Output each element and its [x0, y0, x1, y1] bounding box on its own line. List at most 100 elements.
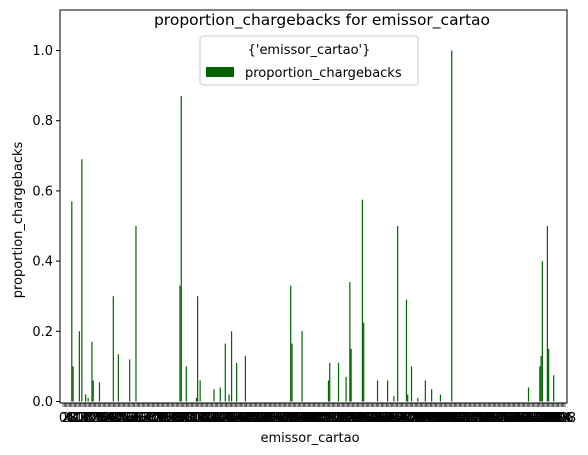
x-tick-label: 220 — [327, 411, 352, 426]
x-tick-label: 354 — [496, 411, 521, 426]
x-tick-label: 116 — [197, 411, 222, 426]
x-tick-label: 82 — [158, 411, 175, 426]
x-tick-label: 314 — [446, 411, 471, 426]
x-tick-label: 344 — [483, 411, 508, 426]
x-tick-label: 264 — [383, 411, 408, 426]
bar — [301, 331, 303, 402]
x-tick-label: 56 — [125, 411, 142, 426]
y-axis-label: proportion_chargebacks — [11, 141, 26, 298]
bar — [327, 380, 330, 402]
x-tick-label: 284 — [408, 411, 433, 426]
bar — [397, 226, 399, 402]
x-tick-label: 260 — [378, 411, 403, 426]
x-tick-label: 166 — [259, 411, 284, 426]
x-tick-label: 222 — [330, 411, 355, 426]
x-tick-label: 320 — [453, 411, 478, 426]
x-tick-label: 140 — [227, 411, 252, 426]
x-tick-label: 366 — [511, 411, 536, 426]
bar — [337, 362, 340, 402]
bar — [197, 296, 199, 402]
bar — [92, 380, 94, 402]
x-tick-label: 266 — [385, 411, 410, 426]
x-tick-label: 348 — [488, 411, 513, 426]
x-tick-label: 232 — [342, 411, 367, 426]
bar — [112, 296, 114, 402]
x-tick-label: 80 — [155, 411, 172, 426]
bar — [539, 366, 541, 402]
bar — [548, 348, 550, 402]
x-tick-label: 158 — [249, 411, 274, 426]
bar — [393, 396, 395, 402]
x-tick-label: 54 — [123, 411, 140, 426]
x-tick-label: 228 — [337, 411, 362, 426]
x-tick-label: 10 — [67, 411, 84, 426]
x-tick-label: 154 — [244, 411, 269, 426]
x-tick-label: 214 — [320, 411, 345, 426]
x-tick-label: 120 — [202, 411, 227, 426]
bar — [527, 387, 530, 402]
legend-title: {'emissor_cartao'} — [248, 43, 371, 58]
x-tick-label: 250 — [365, 411, 390, 426]
x-tick-label: 4 — [64, 411, 72, 426]
x-tick-label: 48 — [115, 411, 132, 426]
y-tick-label: 0.8 — [32, 114, 53, 129]
x-tick-label: 20 — [80, 411, 97, 426]
x-tick-label: 286 — [410, 411, 435, 426]
x-tick-label: 150 — [239, 411, 264, 426]
x-tick-label: 382 — [531, 411, 556, 426]
x-tick-label: 268 — [388, 411, 413, 426]
x-tick-label: 390 — [541, 411, 566, 426]
x-tick-label: 290 — [415, 411, 440, 426]
x-tick-label: 146 — [234, 411, 259, 426]
x-tick-label: 204 — [307, 411, 332, 426]
x-tick-label: 326 — [461, 411, 486, 426]
x-tick-label: 68 — [140, 411, 157, 426]
x-tick-label: 64 — [135, 411, 152, 426]
x-tick-label: 352 — [493, 411, 518, 426]
x-tick-label: 22 — [82, 411, 99, 426]
bar — [329, 362, 331, 402]
x-tick-label: 206 — [310, 411, 335, 426]
x-tick-label: 78 — [153, 411, 170, 426]
x-tick-label: 304 — [433, 411, 458, 426]
x-tick-label: 292 — [418, 411, 443, 426]
legend-box — [199, 35, 419, 86]
x-tick-label: 36 — [100, 411, 117, 426]
x-tick-label: 368 — [514, 411, 539, 426]
bar — [546, 226, 548, 402]
x-tick-label: 92 — [170, 411, 187, 426]
x-tick-label: 336 — [473, 411, 498, 426]
x-tick-label: 152 — [242, 411, 267, 426]
x-tick-label: 40 — [105, 411, 122, 426]
x-tick-label: 2 — [61, 411, 69, 426]
x-tick-label: 296 — [423, 411, 448, 426]
x-tick-label: 106 — [184, 411, 209, 426]
x-tick-label: 202 — [305, 411, 330, 426]
bar — [78, 331, 80, 402]
x-tick-label: 16 — [75, 411, 92, 426]
x-tick-label: 330 — [466, 411, 491, 426]
x-tick-label: 14 — [72, 411, 89, 426]
x-tick-label: 324 — [458, 411, 483, 426]
x-tick-label: 30 — [92, 411, 109, 426]
x-tick-label: 246 — [360, 411, 385, 426]
x-tick-label: 104 — [181, 411, 206, 426]
x-tick-label: 334 — [471, 411, 496, 426]
x-tick-label: 398 — [551, 411, 576, 426]
bar — [349, 282, 351, 402]
y-tick-label: 0.4 — [32, 255, 53, 270]
x-tick-label: 310 — [441, 411, 466, 426]
x-tick-label: 262 — [380, 411, 405, 426]
x-tick-label: 132 — [217, 411, 242, 426]
x-tick-label: 252 — [368, 411, 393, 426]
x-tick-label: 394 — [546, 411, 571, 426]
x-tick-label: 216 — [322, 411, 347, 426]
x-tick-label: 230 — [340, 411, 365, 426]
legend-entry-label: proportion_chargebacks — [245, 66, 402, 81]
bar — [417, 397, 419, 402]
x-tick-label: 174 — [270, 411, 295, 426]
bar — [376, 380, 379, 402]
x-tick-label: 182 — [280, 411, 305, 426]
bar — [98, 382, 101, 402]
